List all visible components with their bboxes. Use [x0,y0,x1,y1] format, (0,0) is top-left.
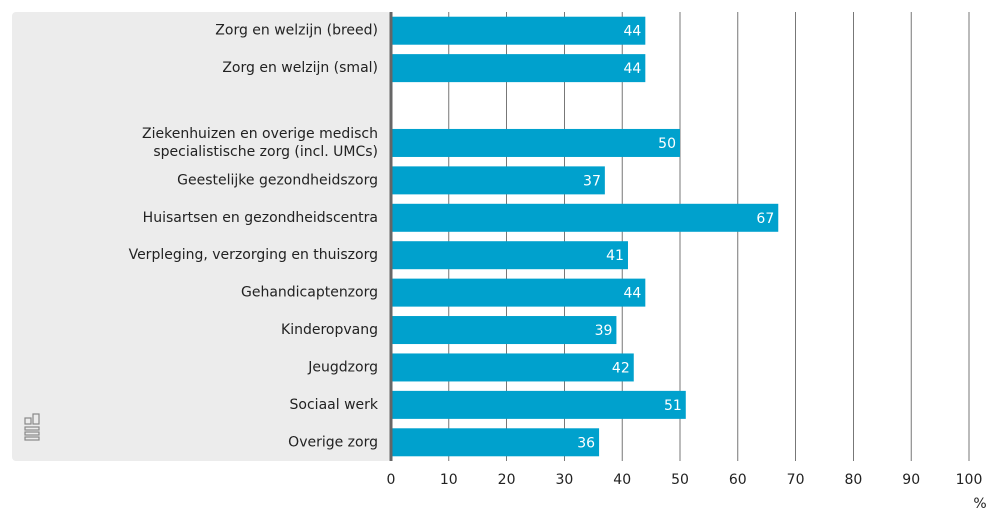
bar [391,16,646,45]
x-axis-label: % [973,496,986,512]
value-label: 39 [595,323,613,339]
value-label: 44 [623,24,641,40]
value-label: 51 [664,398,682,414]
x-tick-label: 60 [729,472,747,488]
value-label: 67 [756,211,774,227]
y-tick-label: Zorg en welzijn (breed) [215,23,378,39]
y-tick-label: Huisartsen en gezondheidscentra [143,210,378,226]
value-label: 42 [612,360,630,376]
y-tick-label: Kinderopvang [281,322,378,338]
x-tick-label: 70 [787,472,805,488]
bar [391,390,686,419]
y-tick-label: Ziekenhuizen en overige medisch specialis… [142,126,378,160]
value-label: 41 [606,248,624,264]
cbs-logo [24,413,40,441]
bar [391,353,634,382]
y-tick-label: Zorg en welzijn (smal) [222,60,378,76]
bar [391,241,628,270]
x-tick-label: 10 [440,472,458,488]
x-tick-label: 30 [555,472,573,488]
y-tick-label: Geestelijke gezondheidszorg [177,172,378,188]
value-label: 44 [623,286,641,302]
value-label: 44 [623,61,641,77]
x-tick-label: 50 [671,472,689,488]
bar [391,278,646,307]
bar [391,316,617,345]
bar [391,428,600,457]
x-tick-label: 20 [498,472,516,488]
y-tick-label: Sociaal werk [290,397,379,413]
value-label: 36 [577,435,595,451]
x-tick-label: 90 [902,472,920,488]
x-tick-label: 100 [956,472,983,488]
x-tick-label: 80 [844,472,862,488]
y-tick-label: Gehandicaptenzorg [241,285,378,301]
label-panel [12,12,391,461]
bar [391,203,779,232]
bar [391,166,605,195]
x-tick-label: 0 [387,472,396,488]
bar [391,54,646,83]
x-tick-label: 40 [613,472,631,488]
bar [391,128,680,157]
y-tick-label: Verpleging, verzorging en thuiszorg [129,247,378,263]
y-tick-label: Jeugdzorg [307,359,378,375]
y-tick-label: Overige zorg [288,434,378,450]
value-label: 37 [583,173,601,189]
value-label: 50 [658,136,676,152]
